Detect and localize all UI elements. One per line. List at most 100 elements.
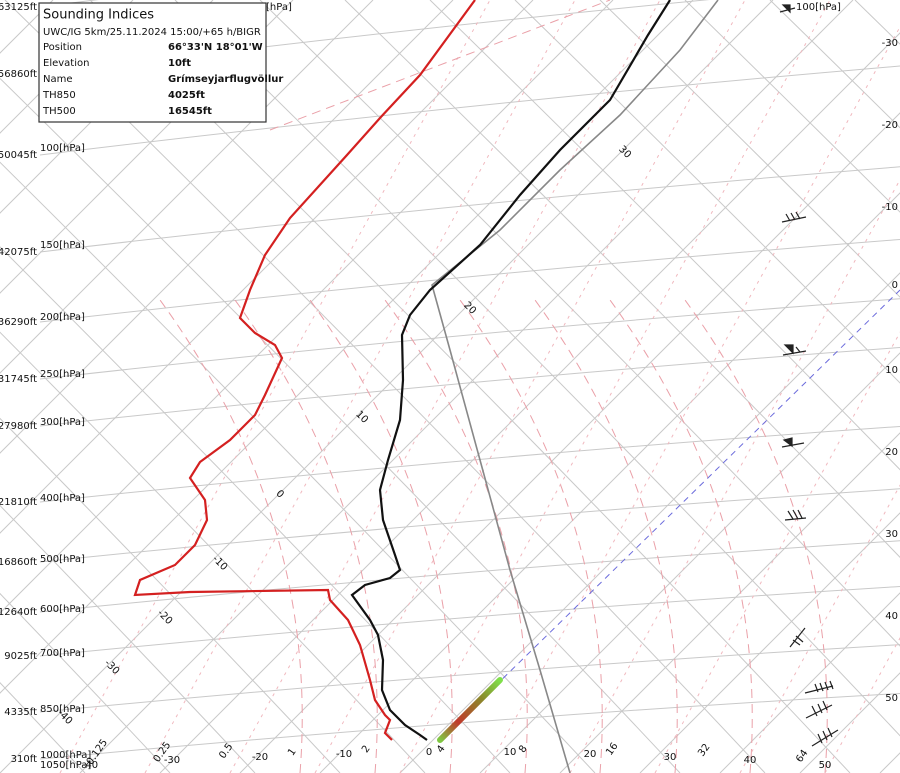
temperature-label: -30 [164,755,180,766]
right-axis-label: -20 [882,120,898,131]
wind-barbs [779,4,839,747]
isobar [39,298,900,380]
pressure-label: 850[hPa] [40,704,85,715]
isotherm [719,592,900,773]
dry-adiabat [259,0,900,647]
temperature-label: 30 [664,752,677,763]
isobar [39,692,900,760]
mixing-ratio-line [569,178,900,773]
dry-adiabat [684,0,900,213]
isotherm-label: -20 [155,608,174,627]
moist-adiabat [609,299,753,773]
mixing-ratio-label: 64 [794,748,810,765]
dry-adiabat [429,0,900,471]
info-row-value: 16545ft [168,106,212,117]
tropopause-line [269,0,611,131]
mixing-ratio-line [739,484,900,773]
mixing-ratio-label: 2 [360,744,373,756]
info-row-label: TH500 [42,106,76,117]
isobar [39,644,900,713]
mixing-ratio-line [144,0,576,773]
isotherm [79,0,854,773]
info-row-value: Grímseyjarflugvöllur [168,73,283,85]
info-row-label: Name [43,74,73,85]
pressure-label: 400[hPa] [40,493,85,504]
temperature-label: 10 [504,747,517,758]
info-box-title: Sounding Indices [43,8,154,23]
temperature-label: 50 [819,760,832,771]
mixing-ratio-line [399,0,831,773]
isobar [39,540,900,613]
altitude-label: 16860ft [0,557,37,568]
altitude-label: 31745ft [0,374,37,385]
mixing-ratio-label: 4 [435,744,448,756]
wind-barb [781,437,805,448]
pressure-label: [hPa] [266,2,292,13]
mixing-ratio-line [484,25,900,773]
isotherm [319,192,900,773]
temperature-label: -40 [82,760,98,771]
dry-adiabat [0,504,256,773]
pressure-label: 700[hPa] [40,648,85,659]
isotherm [0,0,294,294]
moist-adiabat [459,299,603,773]
dry-adiabat [0,161,596,773]
dry-adiabat [514,0,900,384]
isotherm [479,352,900,773]
mixing-ratio-label: 8 [517,744,530,756]
isotherm [0,0,534,534]
dry-adiabat [854,0,900,45]
mixing-ratio-line [59,0,491,773]
isotherm-label: -30 [102,658,121,677]
temperature-label: 20 [584,749,597,760]
isobar [39,488,900,563]
wind-barb [804,680,834,694]
pressure-label: 1050[hPa] [40,760,91,771]
mixing-ratio-label: 0.5 [217,742,235,761]
moist-adiabat [234,299,378,773]
altitude-label: 50045ft [0,150,37,161]
info-row-label: Elevation [43,58,89,69]
altitude-label: 310ft [11,754,37,765]
altitude-label: 4335ft [4,707,37,718]
wind-barb [779,4,796,14]
isotherm [0,0,454,454]
info-row-label: TH850 [42,90,76,101]
mixing-ratio-label: 1 [286,747,299,759]
dry-adiabat [174,0,900,737]
altitude-label: 12640ft [0,607,37,618]
isotherm [799,672,900,773]
info-row-value: 4025ft [168,90,205,101]
isobar [39,585,900,657]
pressure-label: 100[hPa] [796,2,841,13]
temperature-label: -20 [252,752,268,763]
right-axis-label: -10 [882,202,898,213]
isotherm-label: 10 [353,409,370,426]
dry-adiabat [0,417,341,773]
altitude-label: 21810ft [0,497,37,508]
dry-adiabat [769,0,900,129]
right-axis-label: 20 [885,447,898,458]
altitude-label: 56860ft [0,69,37,80]
wind-barb [784,509,807,521]
isobar [39,347,900,427]
right-axis-label: 50 [885,693,898,704]
state-curve [431,0,719,773]
altitude-label: 42075ft [0,247,37,258]
right-axis-label: 30 [885,529,898,540]
pressure-label: 150[hPa] [40,240,85,251]
isotherm-label: 30 [616,144,633,161]
info-box-subtitle: UWC/IG 5km/25.11.2024 15:00/+65 h/BIGR [43,27,261,38]
pressure-label: 500[hPa] [40,554,85,565]
moist-adiabat [534,299,678,773]
isotherm [0,0,774,773]
wind-barb [781,211,807,223]
wind-barb [789,627,806,648]
info-row-value: 10ft [168,58,191,69]
dry-adiabat [0,592,171,773]
pressure-label: 300[hPa] [40,417,85,428]
isobar [39,238,900,323]
